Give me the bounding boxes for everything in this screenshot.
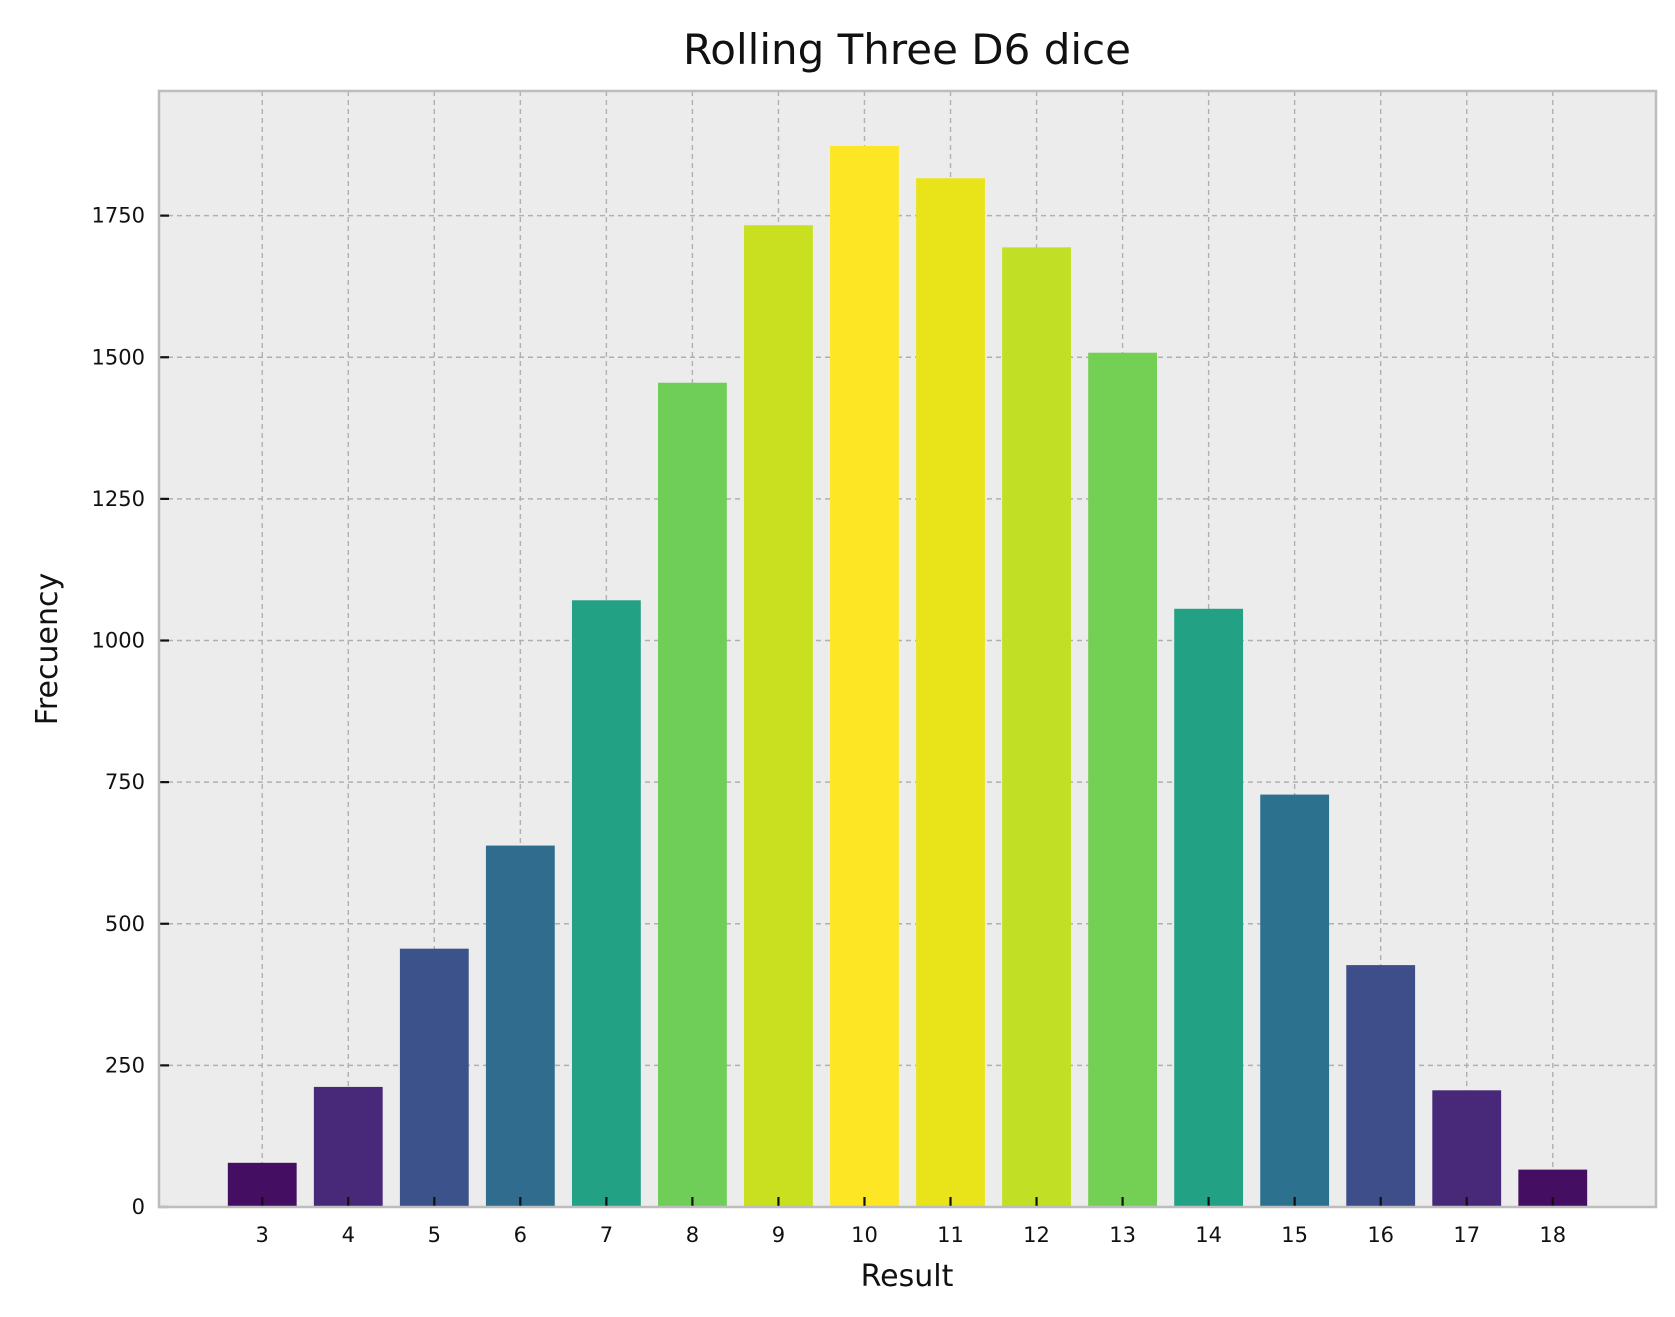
x-tick-label: 13 (1109, 1223, 1136, 1247)
bar-13 (1088, 352, 1157, 1208)
x-tick-label: 10 (851, 1223, 878, 1247)
plot-frame (157, 89, 1658, 1209)
y-tick-label: 0 (132, 1195, 145, 1219)
y-tick-label: 1750 (92, 204, 145, 228)
chart-title: Rolling Three D6 dice (683, 25, 1131, 74)
x-tick-label: 5 (428, 1223, 441, 1247)
bar-7 (571, 600, 641, 1207)
x-tick-label: 7 (600, 1223, 613, 1247)
bar-17 (1432, 1090, 1502, 1207)
y-tick-label: 500 (105, 912, 145, 936)
y-tick-label: 750 (105, 770, 145, 794)
plot-background (159, 91, 1656, 1207)
x-tick-label: 15 (1281, 1223, 1308, 1247)
y-axis-label: Frecuency (30, 573, 65, 725)
x-tick-label: 8 (686, 1223, 699, 1247)
x-tick-label: 4 (342, 1223, 355, 1247)
x-tick-label: 9 (772, 1223, 785, 1247)
x-tick-label: 17 (1453, 1223, 1480, 1247)
bar-11 (916, 178, 985, 1208)
bar-14 (1174, 608, 1244, 1207)
bar-5 (399, 948, 469, 1207)
x-tick-label: 16 (1367, 1223, 1394, 1247)
bar-15 (1260, 794, 1330, 1207)
y-tick-label: 1500 (92, 345, 145, 369)
bar-4 (313, 1086, 383, 1207)
x-tick-label: 11 (937, 1223, 964, 1247)
bar-9 (744, 225, 813, 1208)
bar-6 (485, 845, 555, 1207)
x-tick-label: 12 (1023, 1223, 1050, 1247)
x-ticks: 3 4 5 6 7 8 9 10 11 12 13 14 15 16 17 18 (256, 1197, 1566, 1247)
bar-8 (658, 382, 727, 1207)
x-tick-label: 6 (514, 1223, 527, 1247)
bar-16 (1346, 965, 1416, 1207)
x-tick-label: 18 (1539, 1223, 1566, 1247)
y-tick-label: 1000 (92, 629, 145, 653)
y-ticks: 0 250 500 750 1000 1250 1500 1750 (92, 204, 169, 1219)
x-tick-label: 3 (256, 1223, 269, 1247)
bars (227, 145, 1588, 1208)
x-tick-label: 14 (1195, 1223, 1222, 1247)
bar-10 (830, 145, 899, 1208)
bar-12 (1002, 247, 1071, 1208)
y-tick-label: 250 (105, 1053, 145, 1077)
x-axis-label: Result (861, 1259, 954, 1294)
y-tick-label: 1250 (92, 487, 145, 511)
